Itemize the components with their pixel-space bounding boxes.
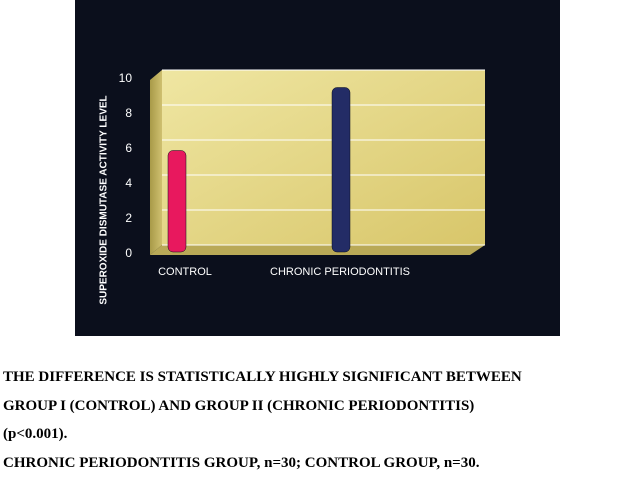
floor	[150, 245, 485, 255]
chart: SUPEROXIDE DISMUTASE ACTIVITY LEVEL 0 2 4 6…	[75, 0, 560, 336]
bar	[167, 150, 187, 253]
y-tick-label: 4	[125, 176, 132, 190]
note-line: CHRONIC PERIODONTITIS GROUP, n=30; CONTR…	[3, 455, 480, 471]
x-tick-label: CHRONIC PERIODONTITIS	[270, 266, 410, 278]
y-tick-label: 6	[125, 141, 132, 155]
note-line: THE DIFFERENCE IS STATISTICALLY HIGHLY S…	[3, 369, 522, 385]
note-line: (p<0.001).	[3, 426, 68, 442]
y-tick-label: 0	[125, 246, 132, 260]
bar	[331, 87, 351, 253]
y-axis-label: SUPEROXIDE DISMUTASE ACTIVITY LEVEL	[99, 95, 110, 304]
back-wall	[162, 70, 485, 245]
note-line: GROUP I (CONTROL) AND GROUP II (CHRONIC …	[3, 398, 475, 414]
y-tick-label: 2	[125, 211, 132, 225]
x-tick-label: CONTROL	[158, 266, 212, 278]
y-tick-label: 10	[119, 71, 133, 85]
side-wall	[150, 70, 162, 255]
y-tick-label: 8	[125, 106, 132, 120]
